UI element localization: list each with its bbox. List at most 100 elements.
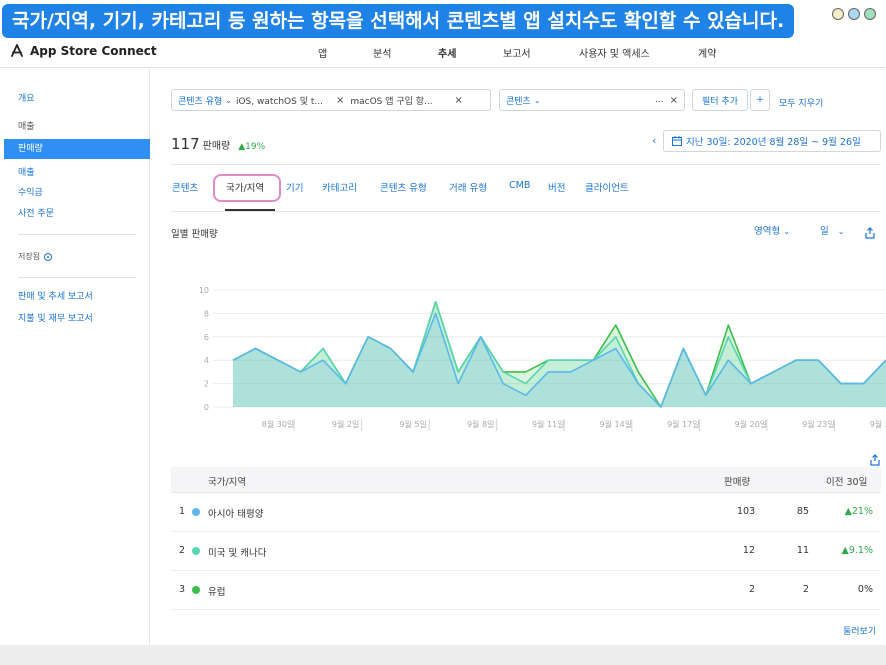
x-tick-label: 9월 8일 (467, 419, 494, 429)
bottom-strip (0, 645, 886, 665)
tab-content[interactable]: 콘텐츠 (172, 183, 199, 194)
row-region: 유럽 (208, 587, 226, 598)
nav-apps[interactable]: 앱 (318, 49, 328, 60)
series-line-0 (232, 312, 886, 408)
date-prev-chevron-icon[interactable]: ‹ (652, 134, 657, 147)
x-tick-label: 9월 20일 (735, 419, 768, 429)
sidebar-section-sales: 매출 (18, 122, 35, 132)
row-rank: 3 (179, 584, 186, 595)
row-change: ▲21% (844, 506, 873, 517)
chevron-down-icon: ⌄ (225, 95, 232, 105)
window-dot-2[interactable] (848, 8, 860, 20)
sidebar-item-units[interactable]: 판매량 (4, 139, 150, 159)
series-area-0 (233, 313, 886, 407)
clear-all-link[interactable]: 모두 지우기 (779, 99, 824, 109)
tab-version[interactable]: 버전 (548, 183, 566, 194)
chevron-down-icon: ⌄ (783, 227, 790, 236)
share-icon[interactable] (864, 227, 876, 239)
filter-content-type[interactable]: 콘텐츠 유형 ⌄ iOS, watchOS 및 t... × macOS 앱 구… (171, 89, 491, 111)
tab-client[interactable]: 클라이언트 (585, 183, 629, 194)
y-tick-label: 4 (204, 356, 209, 365)
remove-filter-content-icon[interactable]: × (669, 94, 678, 106)
window-dot-3[interactable] (864, 8, 876, 20)
filter-content[interactable]: 콘텐츠 ⌄ ... × (499, 89, 685, 111)
sidebar-item-overview[interactable]: 개요 (18, 94, 35, 104)
row-change: ▲9.1% (841, 545, 873, 556)
interval-label: 일 (820, 226, 829, 237)
add-filter-plus-button[interactable]: + (750, 89, 770, 111)
row-units: 103 (737, 506, 756, 517)
x-tick-label: 9월 14일 (600, 419, 633, 429)
y-tick-label: 2 (204, 380, 209, 389)
window-dot-1[interactable] (832, 8, 844, 20)
chart-grid: 0 2 4 6 8 10 (199, 286, 886, 412)
sidebar-item-preorders[interactable]: 사전 주문 (18, 209, 54, 219)
sidebar-saved[interactable]: 저장됨 (18, 251, 53, 262)
sidebar-divider (18, 277, 136, 278)
more-link[interactable]: 둘러보기 (843, 627, 877, 637)
filter-content-type-label[interactable]: 콘텐츠 유형 ⌄ (172, 94, 236, 107)
x-tick-label: 9월 2일 (332, 419, 359, 429)
row-region: 아시아 태평양 (208, 509, 264, 520)
main-content: 콘텐츠 유형 ⌄ iOS, watchOS 및 t... × macOS 앱 구… (151, 69, 886, 645)
row-change: 0% (857, 584, 873, 595)
nav-users-access[interactable]: 사용자 및 액세스 (579, 49, 650, 60)
interval-dropdown[interactable]: 일 ⌄ (820, 223, 844, 237)
sidebar-item-sales-trend-reports[interactable]: 판매 및 추세 보고서 (18, 292, 93, 302)
y-tick-label: 8 (204, 309, 209, 318)
x-tick-label: 9월 5일 (399, 419, 426, 429)
total-change: ▲19% (238, 142, 266, 152)
filter-value-2: macOS 앱 구입 항... (350, 96, 433, 107)
row-region: 미국 및 캐나다 (208, 548, 267, 559)
x-tick-label: 9월 11일 (532, 419, 565, 429)
app-store-icon (11, 44, 23, 57)
table-row[interactable]: 2 미국 및 캐나다 12 11 ▲9.1% (171, 532, 881, 571)
tab-device[interactable]: 기기 (286, 183, 304, 194)
row-units: 12 (742, 545, 755, 556)
brand[interactable]: App Store Connect (10, 44, 157, 58)
sidebar-item-sales[interactable]: 매출 (18, 168, 35, 178)
series-color-dot (192, 508, 200, 516)
y-tick-label: 0 (204, 403, 209, 412)
sidebar-item-payments-reports[interactable]: 지불 및 재무 보고서 (18, 314, 93, 324)
date-range-text: 지난 30일: 2020년 8월 28일 ~ 9월 26일 (686, 137, 861, 148)
sidebar: 개요 매출 판매량 매출 수익금 사전 주문 저장됨 판매 및 추세 보고서 지… (4, 69, 150, 645)
add-filter-button[interactable]: 필터 추가 (692, 89, 748, 111)
filter-content-label[interactable]: 콘텐츠 ⌄ (500, 94, 545, 107)
table-header: 국가/지역 판매량 이전 30일 (171, 467, 881, 493)
filter-content-text: 콘텐츠 (506, 96, 531, 107)
th-units[interactable]: 판매량 (724, 477, 751, 488)
nav-agreements[interactable]: 계약 (698, 49, 717, 60)
saved-circle-icon (44, 252, 53, 261)
chart-style-label: 영역형 (754, 226, 781, 237)
series-area-2 (233, 301, 886, 407)
tab-transaction-type[interactable]: 거래 유형 (449, 183, 487, 194)
date-range-selector[interactable]: 지난 30일: 2020년 8월 28일 ~ 9월 26일 (663, 130, 881, 152)
table-row[interactable]: 3 유럽 2 2 0% (171, 571, 881, 610)
series-color-dot (192, 547, 200, 555)
top-navigation: App Store Connect 앱 분석 추세 보고서 사용자 및 액세스 … (0, 38, 886, 68)
nav-links: 앱 분석 추세 보고서 사용자 및 액세스 계약 (0, 38, 886, 68)
filter-content-type-text: 콘텐츠 유형 (178, 96, 223, 107)
remove-filter-1-icon[interactable]: × (335, 94, 345, 106)
nav-analytics[interactable]: 분석 (373, 49, 392, 60)
sidebar-divider (18, 234, 136, 235)
remove-filter-2-icon[interactable]: × (454, 94, 463, 106)
nav-trends[interactable]: 추세 (438, 49, 457, 60)
row-rank: 1 (179, 506, 186, 517)
tab-region[interactable]: 국가/지역 (226, 183, 265, 194)
th-prev[interactable]: 이전 30일 (826, 477, 868, 488)
tab-cmb[interactable]: CMB (509, 180, 531, 191)
tab-content-type[interactable]: 콘텐츠 유형 (380, 183, 427, 194)
tab-category[interactable]: 카테고리 (322, 183, 357, 194)
chevron-down-icon: ⌄ (837, 227, 845, 236)
x-tick-label: 9월 23일 (802, 419, 835, 429)
table-row[interactable]: 1 아시아 태평양 103 85 ▲21% (171, 493, 881, 532)
chart-title: 일별 판매량 (171, 229, 218, 240)
th-region[interactable]: 국가/지역 (208, 477, 247, 488)
sidebar-item-proceeds[interactable]: 수익금 (18, 188, 43, 198)
chart-style-dropdown[interactable]: 영역형 ⌄ (754, 223, 790, 237)
brand-name: App Store Connect (30, 44, 157, 58)
share-icon[interactable] (869, 454, 881, 466)
nav-reports[interactable]: 보고서 (503, 49, 531, 60)
